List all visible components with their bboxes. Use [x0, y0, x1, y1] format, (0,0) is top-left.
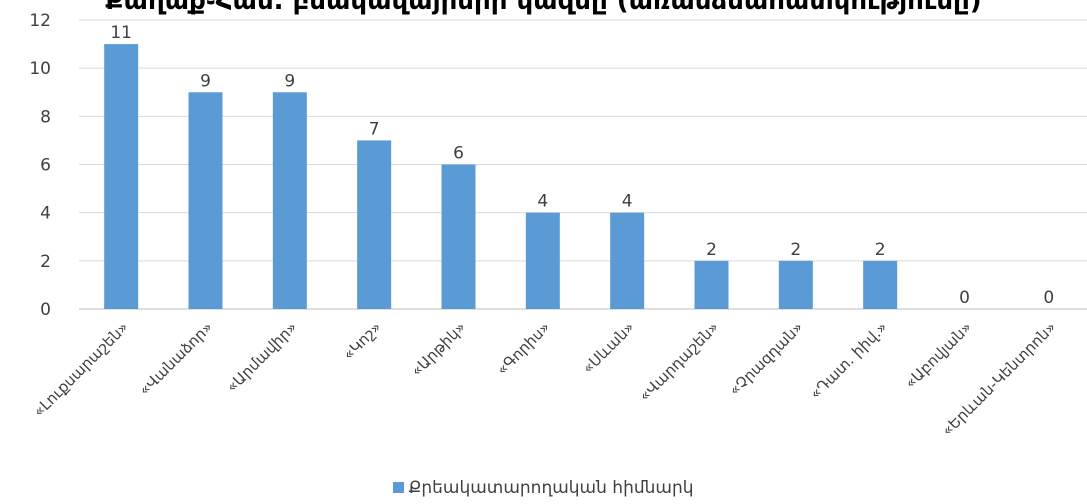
bar — [525, 212, 560, 309]
bar — [863, 260, 898, 309]
x-tick-label: «Դատ. իիվ.» — [806, 318, 891, 403]
bar — [357, 140, 392, 309]
bars — [104, 44, 898, 309]
x-tick-label: «Կոշ» — [340, 318, 385, 363]
data-label: 2 — [875, 240, 886, 260]
data-label: 4 — [622, 192, 633, 212]
legend: Քրեակատարողական հիմնարկ — [0, 478, 1087, 498]
y-tick-label: 0 — [40, 300, 51, 320]
x-tick-label: «Չրազդան» — [726, 318, 807, 399]
y-axis-ticks: 0 2 4 6 8 10 12 — [29, 11, 51, 320]
y-tick-label: 10 — [29, 59, 51, 79]
x-tick-label: «Աբովյան» — [901, 318, 975, 392]
x-tick-label: «Լուքսարաշեն» — [30, 318, 132, 420]
data-label: 11 — [110, 23, 132, 43]
data-label: 0 — [959, 288, 970, 308]
y-tick-label: 12 — [29, 11, 51, 31]
x-tick-label: «Սևան» — [579, 318, 638, 377]
data-label: 2 — [790, 240, 801, 260]
data-label: 2 — [706, 240, 717, 260]
y-tick-label: 8 — [40, 107, 51, 127]
data-label: 9 — [200, 71, 211, 91]
data-labels: 11 9 9 7 6 4 4 2 2 2 0 0 — [110, 23, 1054, 308]
legend-swatch — [393, 482, 405, 493]
bar — [610, 212, 645, 309]
gridlines — [79, 19, 1087, 310]
x-tick-label: «Վանաձոր» — [135, 318, 216, 399]
bar — [694, 260, 729, 309]
legend-label: Քրեակատարողական հիմնարկ — [408, 478, 694, 498]
bar — [441, 164, 476, 309]
x-tick-label: «Վարդաշեն» — [635, 318, 722, 405]
bar — [778, 260, 813, 309]
data-label: 9 — [284, 71, 295, 91]
y-tick-label: 4 — [40, 204, 51, 224]
x-tick-label: «Արթիկ» — [407, 318, 469, 380]
x-tick-label: «Արմավիր» — [223, 318, 301, 396]
x-axis-ticks: «Լուքսարաշեն» «Վանաձոր» «Արմավիր» «Կոշ» «Արթ… — [30, 318, 1060, 439]
data-label: 7 — [369, 119, 380, 139]
data-label: 0 — [1043, 288, 1054, 308]
bar — [104, 44, 139, 309]
bar — [188, 92, 223, 309]
data-label: 6 — [453, 144, 464, 164]
bar — [272, 92, 307, 309]
y-tick-label: 2 — [40, 252, 51, 272]
chart-title: Քաղաք֊Համ. բնակավայրերի կազմը (առանձնահա… — [105, 0, 982, 16]
x-tick-label: «Գորիս» — [493, 318, 554, 379]
data-label: 4 — [537, 192, 548, 212]
y-tick-label: 6 — [40, 156, 51, 176]
